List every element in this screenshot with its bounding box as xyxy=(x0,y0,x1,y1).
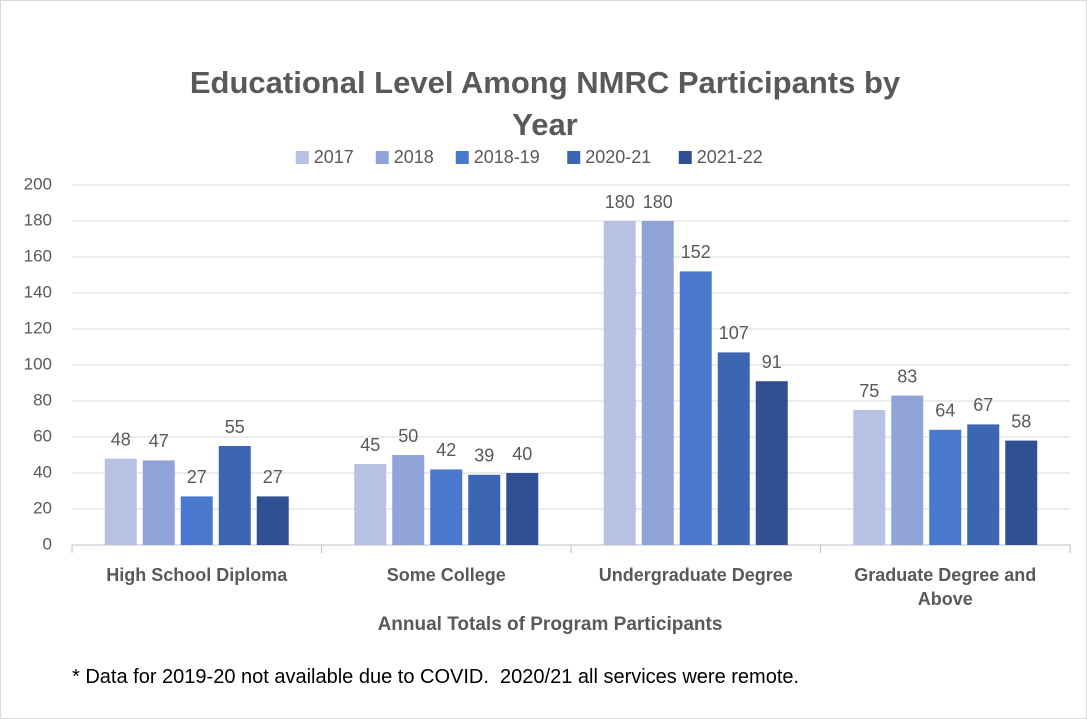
x-tick-label: Some College xyxy=(386,565,506,585)
data-label: 91 xyxy=(762,352,782,372)
legend-swatch xyxy=(567,151,581,164)
data-label: 64 xyxy=(935,401,955,421)
legend-swatch xyxy=(375,151,389,164)
data-label: 180 xyxy=(605,192,635,212)
legend-swatch xyxy=(455,151,469,164)
bar xyxy=(104,458,137,545)
data-label: 45 xyxy=(360,435,380,455)
bar xyxy=(468,474,501,545)
bar xyxy=(641,221,674,545)
data-label: 48 xyxy=(111,429,131,449)
bar xyxy=(755,381,788,545)
bar xyxy=(717,352,750,545)
data-label: 47 xyxy=(149,431,169,451)
legend-label: 2018-19 xyxy=(474,147,540,167)
data-label: 55 xyxy=(225,417,245,437)
chart-title: Educational Level Among NMRC Participant… xyxy=(189,65,901,142)
y-tick-label: 80 xyxy=(33,390,52,409)
bar xyxy=(142,460,175,545)
data-label: 152 xyxy=(681,242,711,262)
y-tick-label: 0 xyxy=(43,534,52,553)
bar xyxy=(506,473,539,545)
data-label: 83 xyxy=(897,366,917,386)
y-tick-label: 40 xyxy=(33,462,52,481)
legend-label: 2020-21 xyxy=(585,147,651,167)
legend-label: 2021-22 xyxy=(697,147,763,167)
y-tick-label: 160 xyxy=(24,246,52,265)
x-tick-label: High School Diploma xyxy=(106,565,288,585)
data-label: 180 xyxy=(643,192,673,212)
legend-swatch xyxy=(678,151,692,164)
bar xyxy=(1005,440,1038,545)
y-tick-label: 180 xyxy=(24,210,52,229)
legend-label: 2017 xyxy=(314,147,354,167)
bar xyxy=(430,469,463,545)
data-label: 75 xyxy=(859,381,879,401)
bar xyxy=(853,410,886,545)
y-tick-label: 140 xyxy=(24,282,52,301)
bar xyxy=(929,429,962,545)
bar xyxy=(256,496,289,545)
data-label: 67 xyxy=(973,395,993,415)
bar xyxy=(354,464,387,545)
data-label: 107 xyxy=(719,323,749,343)
legend-swatch xyxy=(295,151,309,164)
data-label: 42 xyxy=(436,440,456,460)
y-tick-label: 200 xyxy=(24,174,52,193)
y-tick-label: 20 xyxy=(33,498,52,517)
data-label: 58 xyxy=(1011,411,1031,431)
bar xyxy=(180,496,213,545)
legend-label: 2018 xyxy=(394,147,434,167)
bar xyxy=(891,395,924,545)
x-axis-title: Annual Totals of Program Participants xyxy=(377,614,723,635)
bar xyxy=(218,446,251,545)
footnote: * Data for 2019-20 not available due to … xyxy=(72,666,800,688)
data-label: 27 xyxy=(263,467,283,487)
x-tick-label: Graduate Degree and Above xyxy=(854,565,1037,609)
data-label: 27 xyxy=(187,467,207,487)
bar xyxy=(603,221,636,545)
data-label: 40 xyxy=(512,444,532,464)
bar xyxy=(679,271,712,545)
y-tick-label: 120 xyxy=(24,318,52,337)
bar xyxy=(392,455,425,545)
data-label: 39 xyxy=(474,446,494,466)
bar xyxy=(967,424,1000,545)
y-tick-label: 100 xyxy=(24,354,52,373)
y-tick-label: 60 xyxy=(33,426,52,445)
x-tick-label: Undergraduate Degree xyxy=(598,565,793,585)
data-label: 50 xyxy=(398,426,418,446)
